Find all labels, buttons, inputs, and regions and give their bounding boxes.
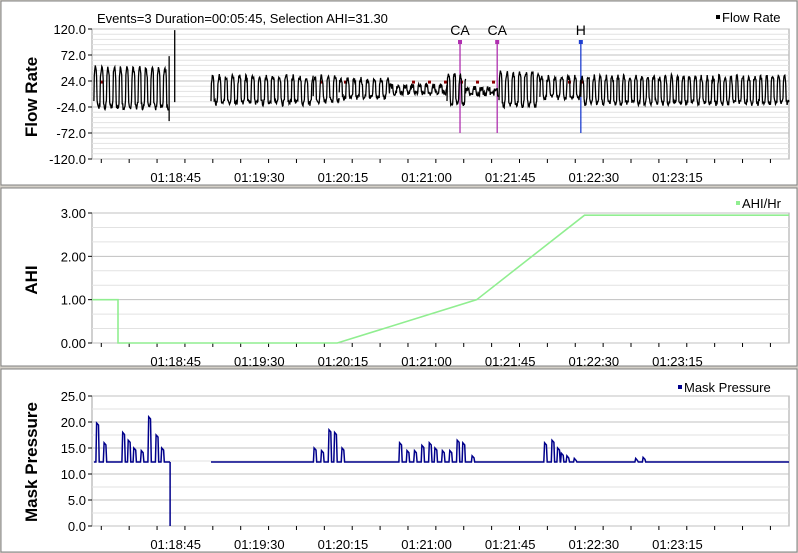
ahi-legend-label: AHI/Hr: [742, 196, 782, 211]
mask-pressure-y-ticks: 25.0 20.0 15.0 10.0 5.0 0.0: [61, 389, 92, 534]
ahi-y-ticks: 3.00 2.00 1.00 0.00: [61, 206, 92, 351]
x-tick-label: 01:21:45: [485, 170, 536, 185]
event-dot: [412, 80, 415, 84]
x-tick-label: 01:20:15: [318, 354, 369, 369]
event-marker-label: CA: [487, 22, 507, 38]
mask-pressure-x-ticks: 01:18:45 01:19:30 01:20:15 01:21:00 01:21:45…: [100, 526, 771, 552]
ahi-x-ticks: 01:18:45 01:19:30 01:20:15 01:21:00 01:21:45…: [100, 343, 771, 369]
x-tick-label: 01:18:45: [150, 170, 201, 185]
y-tick-label: 24.0: [61, 74, 86, 89]
x-tick-label: 01:21:00: [401, 537, 452, 552]
ahi-plot-area: [91, 212, 790, 344]
event-marker-head: [458, 40, 463, 44]
y-tick-label: -120.0: [49, 152, 86, 167]
x-tick-label: 01:21:45: [485, 354, 536, 369]
event-dot: [428, 80, 431, 84]
y-tick-label: -72.0: [56, 126, 86, 141]
x-tick-label: 01:21:00: [401, 170, 452, 185]
y-tick-label: 3.00: [61, 206, 86, 221]
mask-pressure-panel: 25.020.015.010.05.00.0 01:18:45 01:19:30 0…: [0, 368, 798, 553]
x-tick-label: 01:21:45: [485, 537, 536, 552]
flow-rate-y-ticks: 120.0 72.0 24.0 -24.0 -72.0 -120.0: [49, 22, 92, 167]
x-tick-label: 01:21:00: [401, 354, 452, 369]
x-tick-label: 01:23:15: [652, 170, 703, 185]
mask-pressure-legend-label: Mask Pressure: [684, 380, 771, 395]
flow-rate-legend-swatch: [716, 15, 720, 19]
event-dot: [100, 80, 103, 84]
y-tick-label: 0.00: [61, 336, 86, 351]
mask-pressure-y-axis-label: Mask Pressure: [22, 402, 41, 522]
mask-pressure-legend-swatch: [678, 385, 682, 389]
y-tick-label: 72.0: [61, 48, 86, 63]
x-tick-label: 01:18:45: [150, 354, 201, 369]
flow-rate-title: Events=3 Duration=00:05:45, Selection AH…: [97, 11, 388, 26]
flow-rate-x-ticks: 01:18:45 01:19:30 01:20:15 01:21:00 01:21:45…: [100, 159, 771, 185]
flow-rate-series-line: [93, 30, 790, 122]
y-tick-label: 25.0: [61, 389, 86, 404]
event-dot: [344, 80, 347, 84]
y-tick-label: -24.0: [56, 100, 86, 115]
event-dot: [476, 80, 479, 84]
x-tick-label: 01:19:30: [234, 170, 285, 185]
event-marker-head: [495, 40, 500, 44]
ahi-panel: 3.00 2.00 1.00 0.00 01:18:45 01:19:30 01:20:1…: [0, 187, 798, 369]
flow-rate-legend-label: Flow Rate: [722, 10, 781, 25]
y-tick-label: 20.0: [61, 415, 86, 430]
y-tick-label: 15.0: [61, 441, 86, 456]
y-tick-label: 2.00: [61, 249, 86, 264]
x-tick-label: 01:22:30: [569, 354, 620, 369]
flow-rate-y-axis-label: Flow Rate: [22, 57, 41, 137]
y-tick-label: 1.00: [61, 293, 86, 308]
y-tick-label: 5.0: [68, 493, 86, 508]
mask-pressure-series-line: [93, 414, 789, 526]
x-tick-label: 01:19:30: [234, 354, 285, 369]
ahi-y-axis-label: AHI: [22, 265, 41, 294]
x-tick-label: 01:22:30: [569, 170, 620, 185]
event-dot: [492, 80, 495, 84]
event-marker-head: [578, 40, 583, 44]
event-dot: [444, 80, 447, 84]
x-tick-label: 01:18:45: [150, 537, 201, 552]
ahi-grid: [92, 212, 789, 344]
x-tick-label: 01:23:15: [652, 537, 703, 552]
ahi-legend-swatch: [736, 201, 740, 205]
flow-rate-grid: [92, 28, 789, 160]
x-tick-label: 01:23:15: [652, 354, 703, 369]
event-marker-label: CA: [450, 22, 470, 38]
event-marker-label: H: [576, 22, 586, 38]
x-tick-label: 01:20:15: [318, 537, 369, 552]
x-tick-label: 01:22:30: [569, 537, 620, 552]
ahi-series-line: [92, 214, 789, 344]
mask-pressure-grid: [92, 395, 789, 527]
event-dot: [320, 80, 323, 84]
y-tick-label: 10.0: [61, 467, 86, 482]
y-tick-label: 120.0: [53, 22, 86, 37]
x-tick-label: 01:20:15: [318, 170, 369, 185]
flow-rate-panel: 120.072.024.0-24.0-72.0-120.0 01:18:45 01…: [0, 0, 798, 186]
y-tick-label: 0.0: [68, 519, 86, 534]
x-tick-label: 01:19:30: [234, 537, 285, 552]
